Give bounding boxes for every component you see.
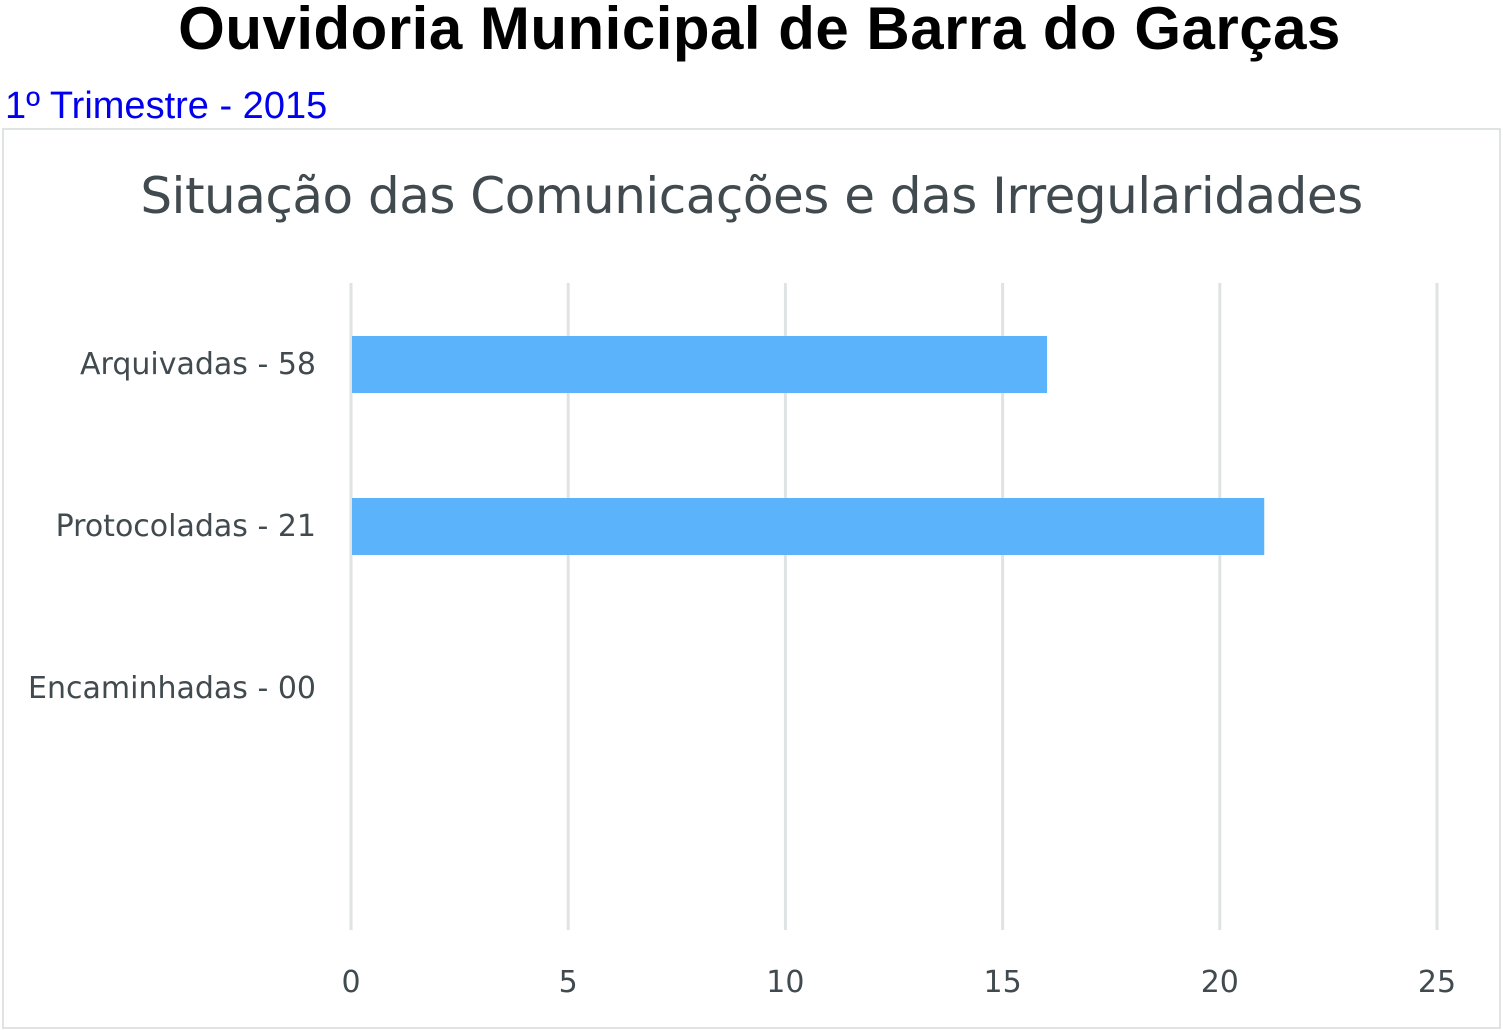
page-subtitle: 1º Trimestre - 2015 — [5, 85, 328, 127]
category-label: Encaminhadas - 00 — [28, 671, 316, 706]
x-tick-label: 15 — [984, 965, 1022, 1000]
page-title: Ouvidoria Municipal de Barra do Garças — [178, 0, 1341, 62]
x-tick-label: 25 — [1418, 965, 1456, 1000]
category-label: Arquivadas - 58 — [80, 347, 316, 382]
chart-frame — [2, 128, 1501, 1029]
bar — [352, 498, 1265, 555]
bar — [352, 336, 1048, 393]
chart-title: Situação das Comunicações e das Irregula… — [140, 167, 1363, 225]
x-tick-label: 0 — [341, 965, 360, 1000]
x-tick-label: 20 — [1201, 965, 1239, 1000]
x-tick-label: 5 — [559, 965, 578, 1000]
category-label: Protocoladas - 21 — [56, 509, 316, 544]
x-tick-label: 10 — [766, 965, 804, 1000]
